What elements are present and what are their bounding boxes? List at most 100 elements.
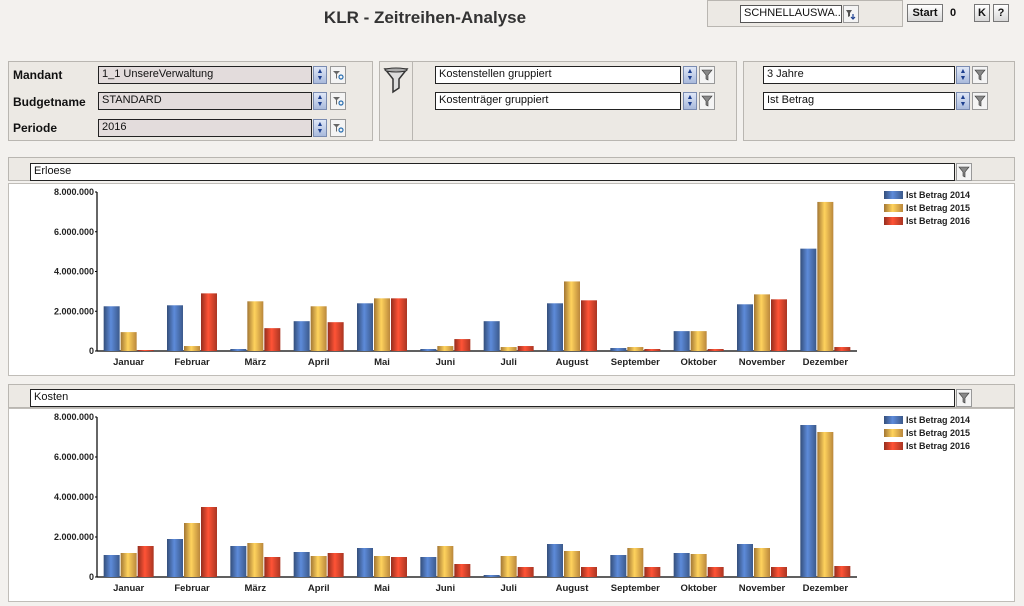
mandant-field[interactable]: 1_1 UnsereVerwaltung (98, 66, 312, 84)
bar-ist-betrag-2015-11 (817, 432, 834, 577)
bar-ist-betrag-2015-10 (754, 548, 770, 577)
x-tick-label: Dezember (803, 583, 849, 594)
bar-ist-betrag-2016-11 (834, 347, 851, 351)
erloese-chart-area: 8.000.000 6.000.000 4.000.000 2.000.000 0 Jan… (8, 183, 1015, 376)
budget-spinner[interactable]: ▲ ▼ (313, 92, 327, 110)
budget-field[interactable]: STANDARD (98, 92, 312, 110)
bar-ist-betrag-2016-11 (834, 566, 851, 577)
mandant-spinner[interactable]: ▲ ▼ (313, 66, 327, 84)
budget-lookup-icon[interactable] (330, 92, 346, 110)
bar-ist-betrag-2015-5 (437, 546, 454, 577)
mandant-lookup-icon[interactable] (330, 66, 346, 84)
erloese-filter-icon[interactable] (956, 163, 972, 181)
bar-ist-betrag-2014-5 (420, 349, 437, 351)
mandant-label: Mandant (13, 68, 63, 82)
bar-ist-betrag-2014-1 (167, 305, 183, 351)
periode-label: Periode (13, 121, 58, 135)
bar-ist-betrag-2016-9 (707, 567, 724, 577)
x-tick-label: Mai (374, 583, 390, 594)
bar-ist-betrag-2014-6 (483, 575, 500, 577)
x-tick-label: Juli (500, 357, 516, 368)
bar-ist-betrag-2014-11 (800, 425, 817, 577)
bar-ist-betrag-2016-5 (454, 564, 471, 577)
bar-ist-betrag-2014-10 (737, 544, 753, 577)
zeitraum-filter-icon[interactable] (972, 66, 988, 84)
quick-select-dropdown-icon[interactable] (843, 5, 859, 23)
y-tick-label: 6.000.000 (54, 452, 94, 462)
erloese-select[interactable]: Erloese (30, 163, 955, 181)
bar-ist-betrag-2014-3 (293, 552, 310, 577)
y-tick-label: 2.000.000 (54, 532, 94, 542)
bar-ist-betrag-2016-0 (137, 350, 154, 351)
start-button[interactable]: Start (907, 4, 943, 22)
bar-ist-betrag-2015-9 (690, 331, 707, 351)
x-tick-label: Dezember (803, 357, 849, 368)
bar-ist-betrag-2015-11 (817, 201, 834, 351)
bar-ist-betrag-2014-8 (610, 348, 627, 351)
bar-ist-betrag-2015-7 (564, 281, 580, 351)
kostentraeger-filter-icon[interactable] (699, 92, 715, 110)
kosten-select[interactable]: Kosten (30, 389, 955, 407)
zeitraum-spinner[interactable]: ▲ ▼ (956, 66, 970, 84)
bar-ist-betrag-2014-0 (103, 555, 120, 577)
k-button[interactable]: K (974, 4, 990, 22)
help-button[interactable]: ? (993, 4, 1009, 22)
bar-ist-betrag-2016-3 (327, 553, 344, 577)
legend-swatch (884, 204, 903, 212)
x-tick-label: Juni (436, 583, 456, 594)
x-tick-label: Juni (436, 357, 456, 368)
kostenstellen-field[interactable]: Kostenstellen gruppiert (435, 66, 681, 84)
bar-ist-betrag-2014-11 (800, 248, 817, 351)
kostenstellen-spinner[interactable]: ▲ ▼ (683, 66, 697, 84)
x-tick-label: Mai (374, 357, 390, 368)
bar-ist-betrag-2014-9 (673, 331, 690, 351)
y-tick-label: 4.000.000 (54, 492, 94, 502)
legend-swatch (884, 429, 903, 437)
bar-ist-betrag-2016-5 (454, 339, 471, 351)
bar-ist-betrag-2016-2 (264, 328, 281, 351)
kostentraeger-spinner[interactable]: ▲ ▼ (683, 92, 697, 110)
bar-ist-betrag-2016-3 (327, 322, 344, 351)
legend-label: Ist Betrag 2015 (906, 203, 970, 213)
legend-swatch (884, 217, 903, 225)
x-tick-label: Oktober (680, 357, 717, 368)
bar-ist-betrag-2014-2 (230, 546, 247, 577)
kosten-chart: 8.000.000 6.000.000 4.000.000 2.000.000 0 Jan… (54, 412, 970, 594)
legend-label: Ist Betrag 2015 (906, 428, 970, 438)
x-tick-label: Januar (113, 357, 144, 368)
kostenstellen-filter-icon[interactable] (699, 66, 715, 84)
bar-ist-betrag-2015-9 (690, 554, 707, 577)
bar-ist-betrag-2016-7 (581, 567, 597, 577)
x-tick-label: Februar (174, 583, 210, 594)
legend-label: Ist Betrag 2016 (906, 441, 970, 451)
periode-spinner[interactable]: ▲ ▼ (313, 119, 327, 137)
periode-field[interactable]: 2016 (98, 119, 312, 137)
bar-ist-betrag-2014-7 (547, 544, 563, 577)
bar-ist-betrag-2015-10 (754, 294, 770, 351)
quick-select-dropdown[interactable]: SCHNELLAUSWA... (740, 5, 842, 23)
filter-funnel-icon[interactable] (383, 66, 409, 94)
bar-ist-betrag-2014-1 (167, 539, 183, 577)
betragsart-field[interactable]: Ist Betrag (763, 92, 955, 110)
bar-ist-betrag-2015-3 (310, 306, 327, 351)
bar-ist-betrag-2015-4 (374, 298, 390, 351)
betragsart-spinner[interactable]: ▲ ▼ (956, 92, 970, 110)
periode-lookup-icon[interactable] (330, 119, 346, 137)
bar-ist-betrag-2016-4 (391, 298, 407, 351)
x-tick-label: August (556, 357, 590, 368)
kosten-filter-icon[interactable] (956, 389, 972, 407)
bar-ist-betrag-2015-4 (374, 556, 390, 577)
kostentraeger-field[interactable]: Kostenträger gruppiert (435, 92, 681, 110)
divider (412, 61, 413, 141)
x-tick-label: März (245, 357, 267, 368)
erloese-chart: 8.000.000 6.000.000 4.000.000 2.000.000 0 Jan… (54, 187, 970, 368)
betragsart-filter-icon[interactable] (972, 92, 988, 110)
x-tick-label: April (308, 357, 330, 368)
bar-ist-betrag-2016-1 (201, 293, 217, 351)
bar-ist-betrag-2015-6 (500, 556, 517, 577)
bar-ist-betrag-2014-10 (737, 304, 753, 351)
bar-ist-betrag-2015-2 (247, 543, 264, 577)
x-tick-label: Februar (174, 357, 210, 368)
zeitraum-field[interactable]: 3 Jahre (763, 66, 955, 84)
bar-ist-betrag-2014-9 (673, 553, 690, 577)
